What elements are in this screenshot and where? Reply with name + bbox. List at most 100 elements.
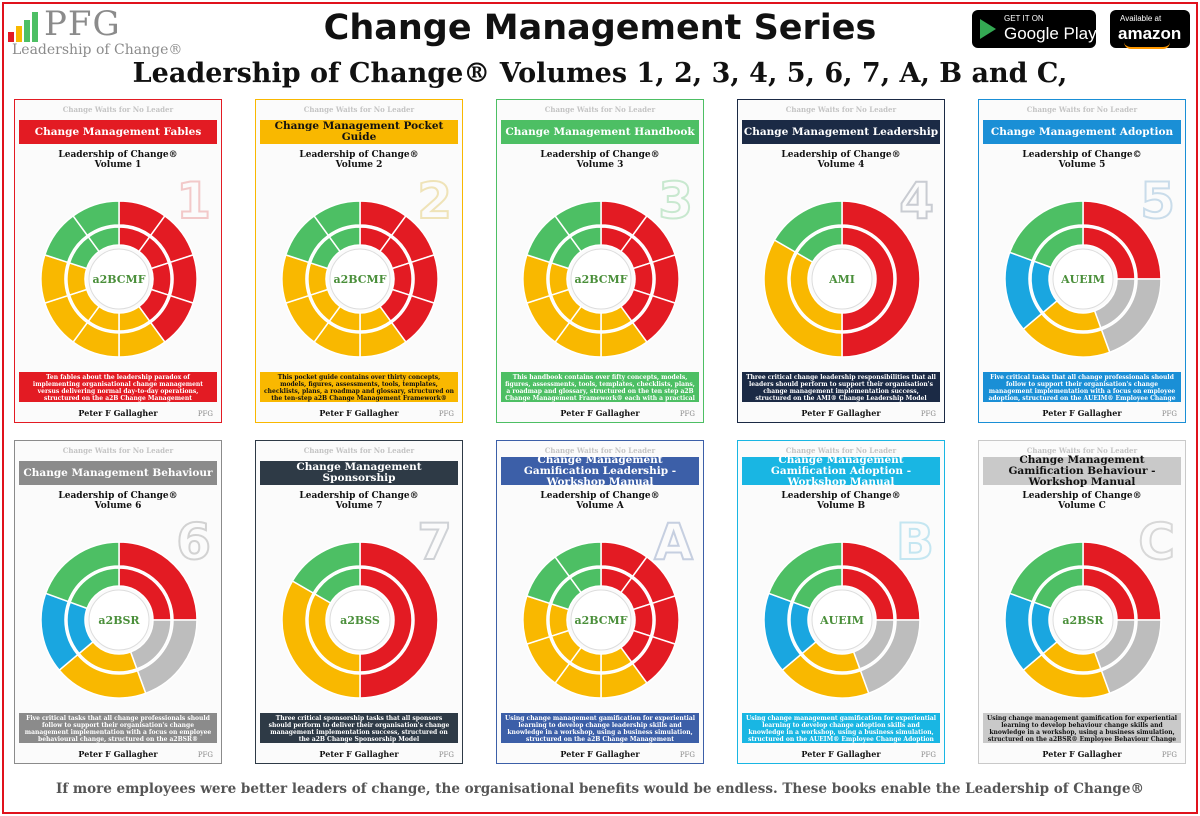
book-author: Peter F Gallagher — [560, 749, 640, 759]
amazon-label: amazon — [1118, 24, 1182, 43]
book-title: Change Management Gamification Leadershi… — [501, 454, 699, 487]
book-description: Three critical sponsorship tasks that al… — [260, 713, 458, 743]
change-model-wheel: AMI — [763, 200, 921, 358]
book-tagline: Change Waits for No Leader — [785, 105, 897, 114]
book-tagline: Change Waits for No Leader — [1026, 446, 1138, 455]
wheel-center-label: a2BCMF — [574, 273, 627, 286]
book-title: Change Management Fables — [19, 120, 217, 144]
book-volume: Volume A — [576, 501, 624, 511]
book-tagline: Change Waits for No Leader — [544, 446, 656, 455]
wheel-segment — [1033, 567, 1084, 610]
book-description: Five critical tasks that all change prof… — [983, 372, 1181, 402]
book-series: Leadership of Change® — [540, 491, 660, 501]
book-tagline: Change Waits for No Leader — [303, 105, 415, 114]
book-title: Change Management Behaviour — [19, 461, 217, 485]
wheel-center — [811, 248, 873, 310]
change-model-wheel: a2BSR — [40, 541, 198, 699]
book-author: Peter F Gallagher — [801, 749, 881, 759]
wheel-center-label: AUEIM — [819, 614, 864, 627]
wheel-segment — [410, 253, 439, 305]
book-series: Leadership of Change® — [58, 491, 178, 501]
logo-subtitle: Leadership of Change® — [12, 42, 183, 58]
wheel-segment — [87, 226, 120, 253]
book-title: Change Management Pocket Guide — [260, 120, 458, 144]
change-model-wheel: a2BSS — [281, 541, 439, 699]
book-numeral: C — [1137, 513, 1176, 571]
wheel-segment — [554, 200, 602, 237]
change-model-wheel: AUEIM — [763, 541, 921, 699]
wheel-center-label: a2BSR — [1062, 614, 1104, 627]
book-title: Change Management Gamification Behaviour… — [983, 454, 1181, 487]
book-volume: Volume 5 — [1058, 160, 1106, 170]
book-numeral: 3 — [657, 172, 694, 230]
wheel-center-label: a2BCMF — [92, 273, 145, 286]
book-author: Peter F Gallagher — [1042, 749, 1122, 759]
book-series: Leadership of Change® — [540, 150, 660, 160]
book-publisher-logo: PFG — [438, 410, 454, 418]
book-cover[interactable]: Change Waits for No Leader Change Managem… — [14, 99, 222, 423]
book-publisher-logo: PFG — [920, 410, 936, 418]
wheel-segment — [773, 200, 843, 254]
book-volume: Volume C — [1058, 501, 1106, 511]
book-numeral: 7 — [416, 513, 453, 571]
book-author: Peter F Gallagher — [319, 749, 399, 759]
book-title: Change Management Leadership — [742, 120, 940, 144]
wheel-segment — [40, 253, 69, 305]
wheel-center — [811, 589, 873, 651]
book-description: Three critical change leadership respons… — [742, 372, 940, 402]
book-numeral: 6 — [175, 513, 212, 571]
logo-text: PFG — [44, 4, 121, 44]
wheel-center-label: AMI — [828, 273, 855, 286]
footer-tagline: If more employees were better leaders of… — [56, 781, 1144, 797]
wheel-center — [1052, 248, 1114, 310]
wheel-segment — [1033, 226, 1084, 269]
book-author: Peter F Gallagher — [801, 408, 881, 418]
book-cover[interactable]: Change Waits for No Leader Change Managem… — [14, 440, 222, 764]
book-cover[interactable]: Change Waits for No Leader Change Managem… — [255, 440, 463, 764]
book-cover[interactable]: Change Waits for No Leader Change Managem… — [978, 440, 1186, 764]
book-author: Peter F Gallagher — [1042, 408, 1122, 418]
book-cover[interactable]: Change Waits for No Leader Change Managem… — [737, 99, 945, 423]
book-cover[interactable]: Change Waits for No Leader Change Managem… — [737, 440, 945, 764]
wheel-segment — [651, 594, 680, 646]
book-tagline: Change Waits for No Leader — [785, 446, 897, 455]
book-description: This handbook contains over fifty concep… — [501, 372, 699, 402]
book-cover[interactable]: Change Waits for No Leader Change Managem… — [255, 99, 463, 423]
book-description: Using change management gamification for… — [742, 713, 940, 743]
book-numeral: 5 — [1139, 172, 1176, 230]
wheel-segment — [328, 226, 361, 253]
wheel-segment — [359, 541, 439, 699]
change-model-wheel: AUEIM — [1004, 200, 1162, 358]
book-numeral: 4 — [898, 172, 935, 230]
wheel-segment — [792, 567, 843, 610]
wheel-center — [329, 589, 391, 651]
amazon-button[interactable]: Available at amazon — [1110, 10, 1190, 49]
book-cover[interactable]: Change Waits for No Leader Change Managem… — [496, 440, 704, 764]
book-publisher-logo: PFG — [438, 751, 454, 759]
pfg-logo: PFG Leadership of Change® — [8, 4, 182, 62]
wheel-segment — [69, 567, 120, 610]
book-cover[interactable]: Change Waits for No Leader Change Managem… — [978, 99, 1186, 423]
wheel-center — [1052, 589, 1114, 651]
wheel-segment — [313, 200, 361, 237]
book-cover[interactable]: Change Waits for No Leader Change Managem… — [496, 99, 704, 423]
book-tagline: Change Waits for No Leader — [303, 446, 415, 455]
wheel-segment — [291, 541, 361, 595]
book-title: Change Management Gamification Adoption … — [742, 454, 940, 487]
wheel-segment — [169, 253, 198, 305]
book-series: Leadership of Change® — [58, 150, 178, 160]
book-description: Ten fables about the leadership paradox … — [19, 372, 217, 402]
book-publisher-logo: PFG — [197, 410, 213, 418]
amazon-small: Available at — [1120, 14, 1162, 23]
book-publisher-logo: PFG — [1161, 751, 1177, 759]
book-volume: Volume 2 — [335, 160, 383, 170]
wheel-center-label: AUEIM — [1060, 273, 1105, 286]
wheel-segment — [841, 226, 895, 332]
wheel-center — [88, 248, 150, 310]
google-play-button[interactable]: GET IT ON Google Play — [972, 10, 1097, 48]
wheel-segment — [359, 567, 413, 673]
book-series: Leadership of Change® — [781, 491, 901, 501]
book-series: Leadership of Change® — [299, 491, 419, 501]
book-series: Leadership of Change® — [299, 150, 419, 160]
wheel-segment — [522, 594, 551, 646]
